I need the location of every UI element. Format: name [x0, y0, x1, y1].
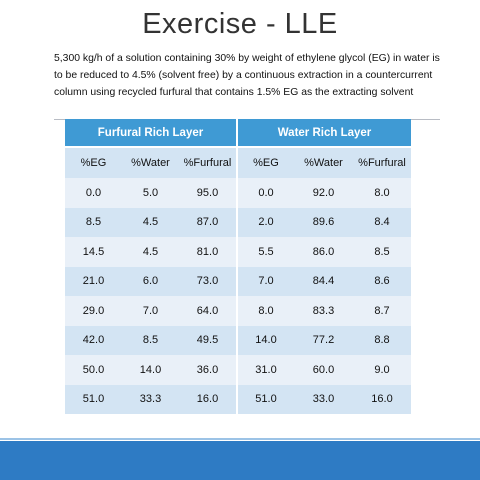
table-cell: 81.0 — [179, 237, 238, 267]
column-header-row: %EG %Water %Furfural %EG %Water %Furfura… — [65, 146, 412, 178]
table-cell: 8.8 — [353, 325, 412, 355]
table-cell: 16.0 — [179, 384, 238, 414]
description-line-2: to be reduced to 4.5% (solvent free) by … — [54, 70, 433, 81]
table-cell: 8.5 — [122, 325, 179, 355]
table-cell: 33.0 — [294, 384, 353, 414]
table-row: 29.0 7.0 64.0 8.0 83.3 8.7 — [65, 296, 412, 326]
table-cell: 14.0 — [237, 325, 294, 355]
column-header: %Furfural — [179, 146, 238, 178]
table-cell: 5.0 — [122, 178, 179, 208]
footer-accent-line — [0, 438, 480, 440]
table-cell: 4.5 — [122, 237, 179, 267]
table-cell: 9.0 — [353, 355, 412, 385]
group-header-row: Furfural Rich Layer Water Rich Layer — [65, 119, 412, 147]
table-row: 42.0 8.5 49.5 14.0 77.2 8.8 — [65, 325, 412, 355]
table-cell: 77.2 — [294, 325, 353, 355]
table-row: 51.0 33.3 16.0 51.0 33.0 16.0 — [65, 384, 412, 414]
table-row: 8.5 4.5 87.0 2.0 89.6 8.4 — [65, 207, 412, 237]
table-cell: 0.0 — [65, 178, 122, 208]
slide-title: Exercise - LLE — [142, 8, 338, 40]
table-cell: 33.3 — [122, 384, 179, 414]
description-line-1: 5,300 kg/h of a solution containing 30% … — [54, 53, 440, 64]
table-cell: 31.0 — [237, 355, 294, 385]
table-cell: 8.7 — [353, 296, 412, 326]
table-cell: 92.0 — [294, 178, 353, 208]
table-cell: 42.0 — [65, 325, 122, 355]
table-cell: 83.3 — [294, 296, 353, 326]
table-cell: 95.0 — [179, 178, 238, 208]
column-header: %Furfural — [353, 146, 412, 178]
table-cell: 50.0 — [65, 355, 122, 385]
lle-data-table: Furfural Rich Layer Water Rich Layer %EG… — [65, 119, 412, 414]
group-header-water: Water Rich Layer — [237, 119, 412, 147]
table-cell: 6.0 — [122, 266, 179, 296]
table-cell: 2.0 — [237, 207, 294, 237]
description-line-3: column using recycled furfural that cont… — [54, 87, 414, 98]
table-cell: 8.4 — [353, 207, 412, 237]
table-cell: 5.5 — [237, 237, 294, 267]
table-cell: 8.0 — [353, 178, 412, 208]
column-header: %EG — [65, 146, 122, 178]
table-cell: 73.0 — [179, 266, 238, 296]
table-cell: 8.0 — [237, 296, 294, 326]
table-cell: 7.0 — [122, 296, 179, 326]
column-header: %Water — [294, 146, 353, 178]
table-cell: 8.5 — [353, 237, 412, 267]
table-row: 0.0 5.0 95.0 0.0 92.0 8.0 — [65, 178, 412, 208]
table-cell: 7.0 — [237, 266, 294, 296]
table-cell: 64.0 — [179, 296, 238, 326]
table-cell: 86.0 — [294, 237, 353, 267]
column-header: %Water — [122, 146, 179, 178]
table-cell: 87.0 — [179, 207, 238, 237]
table-row: 50.0 14.0 36.0 31.0 60.0 9.0 — [65, 355, 412, 385]
table-cell: 60.0 — [294, 355, 353, 385]
table-cell: 51.0 — [237, 384, 294, 414]
table-row: 14.5 4.5 81.0 5.5 86.0 8.5 — [65, 237, 412, 267]
table-cell: 49.5 — [179, 325, 238, 355]
table-cell: 89.6 — [294, 207, 353, 237]
group-header-furfural: Furfural Rich Layer — [65, 119, 238, 147]
table-cell: 8.6 — [353, 266, 412, 296]
problem-description: 5,300 kg/h of a solution containing 30% … — [54, 50, 474, 101]
table-cell: 29.0 — [65, 296, 122, 326]
table-cell: 16.0 — [353, 384, 412, 414]
column-header: %EG — [237, 146, 294, 178]
table-cell: 84.4 — [294, 266, 353, 296]
table-row: 21.0 6.0 73.0 7.0 84.4 8.6 — [65, 266, 412, 296]
table-cell: 36.0 — [179, 355, 238, 385]
footer-bar — [0, 441, 480, 480]
table-cell: 14.0 — [122, 355, 179, 385]
table-cell: 8.5 — [65, 207, 122, 237]
table-cell: 0.0 — [237, 178, 294, 208]
table-cell: 51.0 — [65, 384, 122, 414]
table-cell: 4.5 — [122, 207, 179, 237]
table-cell: 14.5 — [65, 237, 122, 267]
table-cell: 21.0 — [65, 266, 122, 296]
